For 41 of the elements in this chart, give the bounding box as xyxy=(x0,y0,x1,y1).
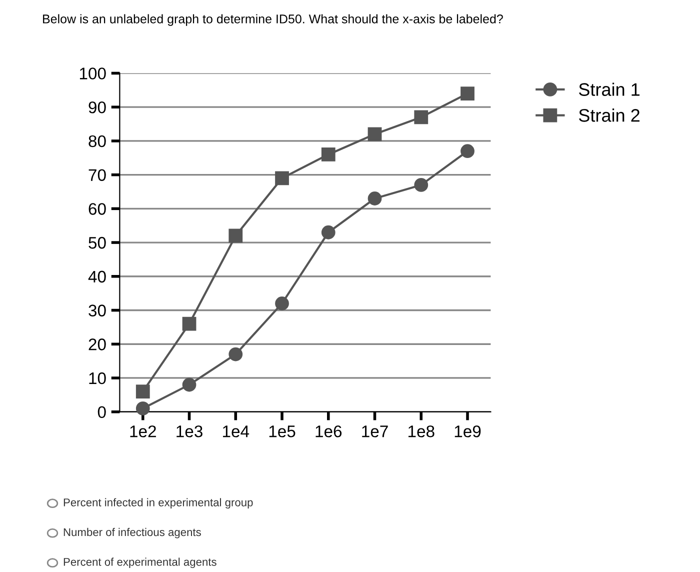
x-tick-label: 1e8 xyxy=(408,425,434,438)
y-tick-label: 90 xyxy=(88,101,106,114)
point xyxy=(368,127,382,142)
text: Number of infectious agents xyxy=(64,528,201,538)
y-tick-label: 60 xyxy=(88,203,106,215)
x-tick-label: 1e9 xyxy=(454,425,481,438)
y-tick-label: 50 xyxy=(88,236,106,249)
x-tick-label: 1e4 xyxy=(223,426,250,438)
point xyxy=(414,110,428,124)
x-tick-label: 1e3 xyxy=(176,425,202,438)
point xyxy=(228,347,243,362)
y-tick-label: 80 xyxy=(88,135,106,148)
point xyxy=(368,192,382,206)
y-tick-label: 10 xyxy=(89,372,106,384)
y-tick-label: 20 xyxy=(88,338,106,350)
point xyxy=(182,316,196,331)
y-tick-label: 100 xyxy=(80,68,106,80)
x-tick-label: 1e5 xyxy=(269,426,296,438)
y-tick-label: 70 xyxy=(88,169,106,182)
point xyxy=(321,225,336,240)
x-tick-label: 1e6 xyxy=(316,425,342,438)
point xyxy=(228,228,243,243)
point xyxy=(182,378,196,392)
point xyxy=(460,144,474,158)
y-tick-label: 40 xyxy=(88,270,106,283)
y-tick-label: 0 xyxy=(98,406,106,418)
point xyxy=(136,402,150,416)
point xyxy=(275,171,289,186)
point xyxy=(460,86,474,100)
x-tick-label: 1e7 xyxy=(362,426,388,438)
x-tick-label: 1e2 xyxy=(130,425,156,438)
legend-label: Strain 2 xyxy=(578,108,640,122)
chart-title: Below is an unlabeled graph to determine ID50. What should the x-axis be labeled? xyxy=(43,14,503,26)
point xyxy=(414,178,428,192)
legend-label: Strain 1 xyxy=(578,82,640,96)
point xyxy=(275,296,289,310)
y-tick-label: 30 xyxy=(88,304,106,316)
text: Percent of experimental agents xyxy=(64,558,216,568)
text: Percent infected in experimental group xyxy=(64,498,253,509)
point xyxy=(321,148,336,162)
point xyxy=(136,384,150,398)
